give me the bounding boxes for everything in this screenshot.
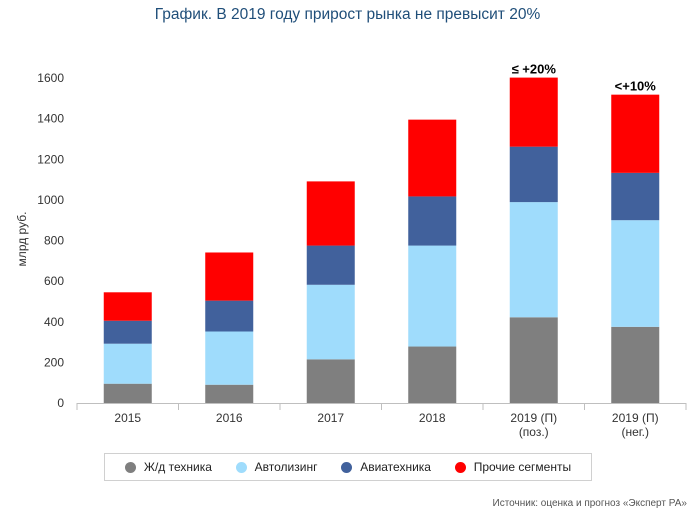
bar-segment (205, 331, 254, 385)
bar-segment (408, 346, 457, 403)
chart-title: График. В 2019 году прирост рынка не пре… (154, 6, 541, 23)
x-tick-label: 2015 (114, 411, 141, 425)
bar-segment (509, 77, 558, 147)
bar-segment (509, 317, 558, 403)
x-tick-label: 2016 (216, 411, 243, 425)
x-tick-label: 2018 (419, 411, 446, 425)
legend-marker (235, 461, 247, 473)
bar-segment (205, 300, 254, 332)
bar-segment (611, 94, 660, 173)
bar-segment (306, 284, 355, 360)
y-tick-label: 1000 (37, 193, 64, 207)
bar-segment (509, 202, 558, 318)
bar-segment (611, 172, 660, 221)
y-tick-label: 1400 (37, 112, 64, 126)
y-tick-label: 400 (44, 315, 64, 329)
legend-item: Автолизинг (235, 460, 318, 474)
x-tick-label: (нег.) (621, 425, 649, 439)
bar-segment (509, 146, 558, 203)
stacked-bar-chart: 0 200 400 600 800 1000 1200 1400 1600 2015 2016 201… (37, 62, 687, 439)
y-tick-label: 200 (44, 355, 64, 369)
bar-segment (103, 343, 152, 384)
bar-segment (611, 220, 660, 327)
legend-label: Авиатехника (360, 460, 431, 474)
bar-segment (103, 292, 152, 321)
x-tick-label: 2019 (П) (510, 411, 557, 425)
bar-segment (205, 252, 254, 301)
bar-segment (611, 326, 660, 403)
bar-segment (408, 196, 457, 246)
y-tick-label: 0 (57, 396, 64, 410)
legend-item: Прочие сегменты (454, 460, 572, 474)
bar-segment (408, 245, 457, 347)
bar-annotation: ≤ +20% (512, 62, 557, 77)
x-tick-label: (поз.) (519, 425, 549, 439)
bar-segment (408, 119, 457, 197)
y-tick-label: 600 (44, 274, 64, 288)
legend-marker (124, 461, 136, 473)
legend-label: Ж/д техника (143, 460, 212, 474)
bar-segment (103, 320, 152, 344)
legend-label: Автолизинг (254, 460, 318, 474)
y-tick-label: 1600 (37, 71, 64, 85)
legend-item: Авиатехника (341, 460, 431, 474)
bar-segment (103, 383, 152, 403)
bar-segment (306, 245, 355, 285)
bar-segment (306, 359, 355, 403)
x-tick-label: 2017 (317, 411, 344, 425)
chart-legend: Ж/д техника Автолизинг Авиатехника Прочие с… (104, 453, 592, 481)
y-tick-label: 1200 (37, 152, 64, 166)
legend-marker (341, 461, 353, 473)
x-tick-label: 2019 (П) (612, 411, 659, 425)
source-note: Источник: оценка и прогноз «Эксперт РА» (492, 498, 687, 509)
bar-annotation: <+10% (615, 79, 657, 94)
legend-marker (454, 461, 466, 473)
bar-segment (306, 181, 355, 246)
legend-item: Ж/д техника (124, 460, 212, 474)
legend-label: Прочие сегменты (473, 460, 572, 474)
bar-segment (205, 384, 254, 403)
y-tick-label: 800 (44, 234, 64, 248)
